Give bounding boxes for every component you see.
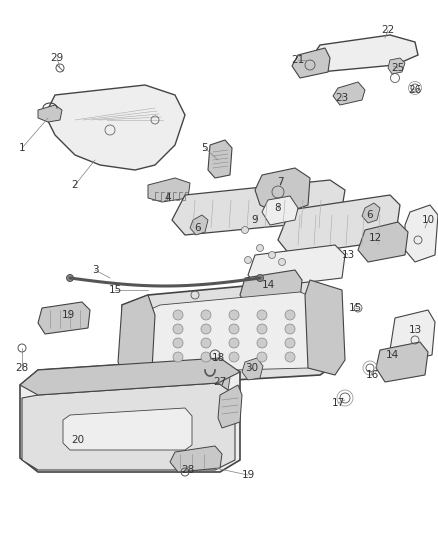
Polygon shape [262, 196, 298, 225]
Polygon shape [122, 280, 342, 385]
Circle shape [257, 338, 267, 348]
Text: 15: 15 [348, 303, 362, 313]
Text: 22: 22 [381, 25, 395, 35]
Polygon shape [362, 203, 380, 223]
Circle shape [229, 338, 239, 348]
Text: 19: 19 [61, 310, 74, 320]
Polygon shape [20, 358, 240, 395]
Circle shape [257, 310, 267, 320]
Text: 29: 29 [50, 53, 64, 63]
Circle shape [285, 338, 295, 348]
Text: 28: 28 [15, 363, 28, 373]
Circle shape [201, 352, 211, 362]
Text: 13: 13 [341, 250, 355, 260]
Text: 14: 14 [385, 350, 399, 360]
Circle shape [173, 338, 183, 348]
Polygon shape [292, 48, 330, 78]
Text: 26: 26 [408, 85, 422, 95]
Polygon shape [376, 342, 428, 382]
Circle shape [257, 274, 264, 281]
Polygon shape [148, 178, 190, 202]
Circle shape [285, 324, 295, 334]
Text: 13: 13 [408, 325, 422, 335]
Polygon shape [138, 292, 327, 372]
Text: 27: 27 [213, 377, 226, 387]
Circle shape [229, 324, 239, 334]
Polygon shape [63, 408, 192, 450]
Text: 3: 3 [92, 265, 98, 275]
Text: 19: 19 [241, 470, 254, 480]
Polygon shape [333, 82, 365, 105]
Text: 10: 10 [421, 215, 434, 225]
Polygon shape [45, 85, 185, 170]
Circle shape [244, 256, 251, 263]
Polygon shape [255, 168, 310, 215]
Circle shape [229, 310, 239, 320]
Polygon shape [208, 140, 232, 178]
Circle shape [285, 310, 295, 320]
Polygon shape [278, 195, 400, 255]
Text: 9: 9 [252, 215, 258, 225]
Polygon shape [38, 105, 62, 122]
Text: 5: 5 [201, 143, 208, 153]
Circle shape [173, 324, 183, 334]
Circle shape [229, 352, 239, 362]
Text: 18: 18 [212, 353, 225, 363]
Polygon shape [248, 245, 345, 288]
Polygon shape [218, 385, 242, 428]
Text: 6: 6 [194, 223, 201, 233]
Text: 8: 8 [275, 203, 281, 213]
Text: 16: 16 [365, 370, 378, 380]
Polygon shape [242, 358, 263, 380]
Circle shape [201, 310, 211, 320]
Text: 4: 4 [165, 193, 171, 203]
Polygon shape [170, 446, 222, 472]
Polygon shape [38, 302, 90, 334]
Circle shape [285, 352, 295, 362]
Polygon shape [22, 383, 235, 470]
Circle shape [201, 338, 211, 348]
Circle shape [173, 310, 183, 320]
Text: 15: 15 [108, 285, 122, 295]
Polygon shape [390, 310, 435, 362]
Text: 2: 2 [72, 180, 78, 190]
Polygon shape [305, 280, 345, 375]
Polygon shape [388, 58, 405, 74]
Text: 20: 20 [71, 435, 85, 445]
Text: 17: 17 [332, 398, 345, 408]
Text: 23: 23 [336, 93, 349, 103]
Polygon shape [118, 295, 155, 380]
Polygon shape [358, 222, 408, 262]
Polygon shape [20, 358, 240, 472]
Text: 1: 1 [19, 143, 25, 153]
Circle shape [268, 252, 276, 259]
Polygon shape [310, 35, 418, 72]
Polygon shape [172, 180, 345, 235]
Text: 7: 7 [277, 177, 283, 187]
Text: 30: 30 [245, 363, 258, 373]
Circle shape [257, 245, 264, 252]
Circle shape [241, 227, 248, 233]
Circle shape [67, 274, 74, 281]
Circle shape [201, 324, 211, 334]
Circle shape [173, 352, 183, 362]
Text: 6: 6 [367, 210, 373, 220]
Polygon shape [405, 205, 438, 262]
Polygon shape [210, 370, 230, 392]
Text: 28: 28 [181, 465, 194, 475]
Circle shape [257, 324, 267, 334]
Text: 25: 25 [392, 63, 405, 73]
Polygon shape [240, 270, 302, 308]
Text: 14: 14 [261, 280, 275, 290]
Text: 12: 12 [368, 233, 381, 243]
Text: 21: 21 [291, 55, 304, 65]
Circle shape [257, 352, 267, 362]
Polygon shape [190, 215, 208, 235]
Circle shape [279, 259, 286, 265]
